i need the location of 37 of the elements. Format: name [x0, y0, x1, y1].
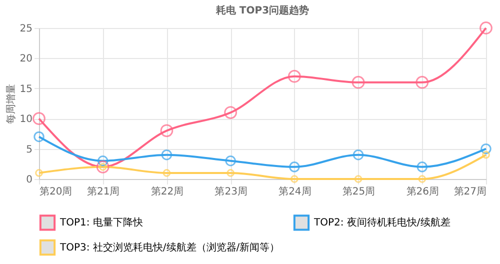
legend-label: TOP1: 电量下降快 [59, 216, 143, 229]
point [480, 22, 492, 34]
point [162, 169, 171, 177]
x-tick-label: 第24周 [278, 186, 312, 198]
point [225, 156, 236, 166]
legend-label: TOP3: 社交浏览耗电快/续航差（浏览器/新闻等） [59, 242, 280, 254]
legend-label: TOP2: 夜间待机耗电快/续航差 [313, 216, 450, 229]
point [352, 76, 365, 89]
y-axis-title: 每周增量 [4, 84, 17, 124]
y-tick-label: 15 [20, 84, 32, 95]
y-tick-label: 5 [26, 144, 32, 156]
x-tick-label: 第22周 [150, 186, 184, 198]
point [97, 156, 108, 166]
point [480, 143, 492, 154]
point [34, 131, 44, 142]
point [96, 160, 110, 174]
point [161, 149, 172, 160]
point [160, 124, 174, 138]
x-tick-label: 第25周 [342, 186, 376, 198]
point [226, 169, 234, 177]
x-tick-label: 第27周 [454, 186, 486, 198]
x-tick-label: 第21周 [86, 186, 120, 198]
x-tick-label: 第20周 [40, 186, 72, 198]
y-tick-label: 0 [26, 174, 32, 186]
y-tick-label: 25 [20, 24, 32, 34]
point [352, 149, 364, 160]
point [289, 162, 300, 172]
point [416, 162, 428, 172]
x-tick-label: 第23周 [214, 186, 248, 198]
x-tick-label: 第26周 [406, 186, 440, 198]
y-tick-label: 10 [20, 114, 32, 126]
point [416, 76, 429, 89]
point [224, 106, 238, 119]
y-tick-label: 20 [20, 54, 32, 65]
point [288, 70, 301, 83]
point [32, 112, 46, 126]
chart-title: 耗电 TOP3问题趋势 [214, 4, 310, 16]
